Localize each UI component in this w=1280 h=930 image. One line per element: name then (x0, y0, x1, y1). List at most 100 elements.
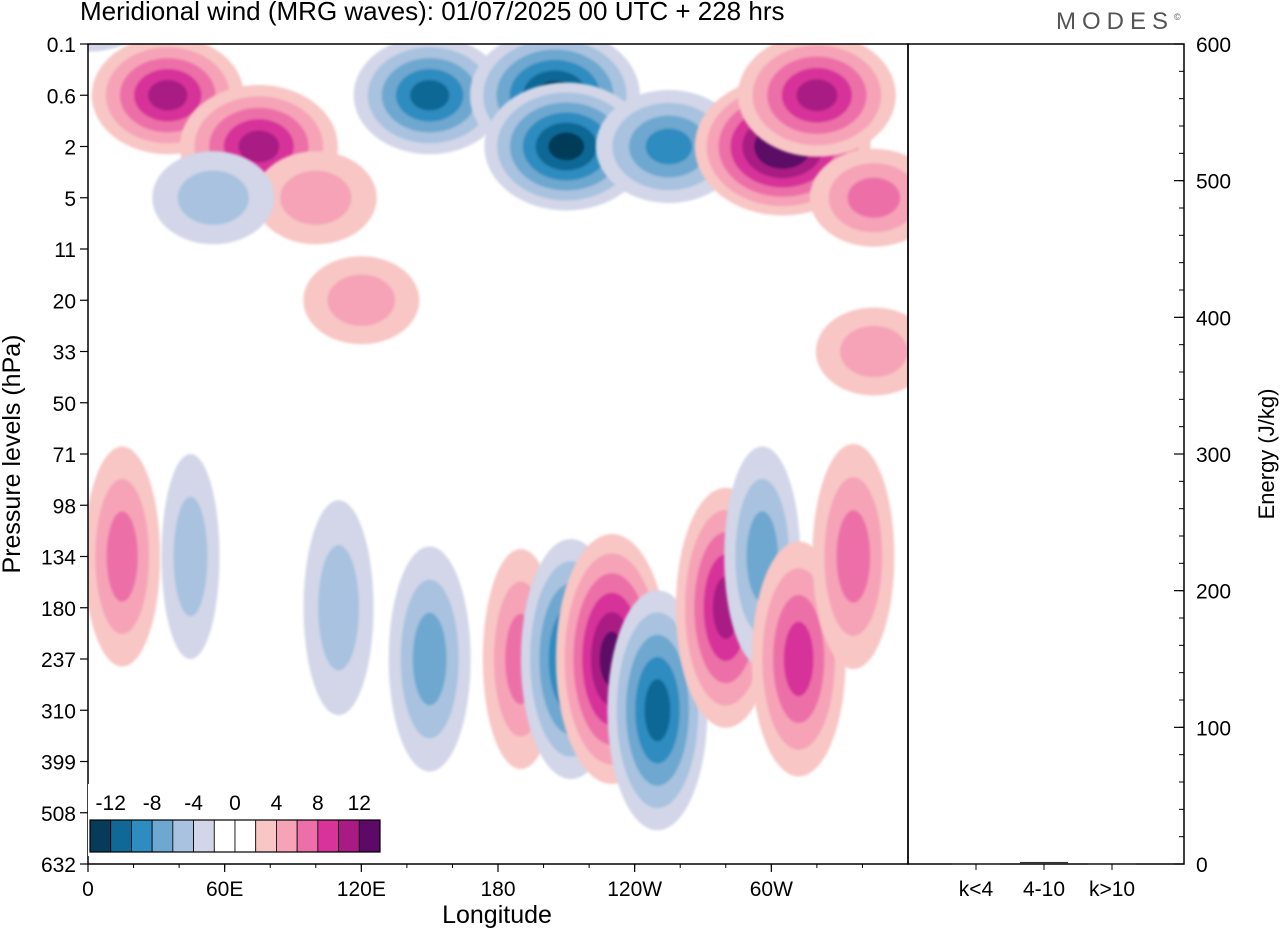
colorbar-tick-label: 4 (271, 792, 283, 815)
y-tick-label: 98 (53, 495, 76, 518)
contour-blob (40, 0, 136, 52)
contour-band (68, 0, 107, 8)
colorbar-tick-label: 0 (229, 792, 241, 815)
energy-bar (1020, 861, 1068, 864)
contour-blob (607, 590, 708, 831)
energy-y-tick-label: 300 (1196, 444, 1231, 467)
y-tick-label: 2 (64, 137, 76, 160)
contour-band (70, 0, 198, 42)
modes-logo: MODES© (1056, 8, 1181, 35)
colorbar-swatch (172, 819, 194, 853)
chart-title: Meridional wind (MRG waves): 01/07/2025 … (80, 0, 785, 26)
energy-y-tick-label: 0 (1196, 854, 1208, 877)
y-tick-label: 237 (41, 649, 76, 672)
colorbar-swatch (213, 819, 236, 853)
contour-band (148, 79, 188, 111)
y-tick-label: 399 (41, 752, 76, 775)
y-tick-label: 632 (41, 854, 76, 877)
contour-band (280, 170, 352, 225)
colorbar-swatch (131, 819, 153, 853)
y-tick-label: 50 (53, 393, 76, 416)
y-axis-label: Pressure levels (hPa) (0, 335, 26, 574)
contour-band (88, 44, 126, 52)
x-tick-label: 120W (607, 878, 662, 901)
contour-blob (88, 446, 161, 667)
contour-band (847, 177, 901, 218)
contour-blob (152, 151, 275, 245)
colorbar-swatch (89, 819, 112, 853)
contour-band (173, 496, 208, 617)
colorbar-swatch (193, 819, 215, 853)
y-tick-label: 0.6 (47, 85, 76, 108)
contour-band (88, 0, 178, 27)
colorbar-swatch (317, 819, 339, 853)
logo-text: MODES (1056, 8, 1175, 35)
contour-blob (161, 454, 220, 659)
energy-y-tick-label: 100 (1196, 717, 1231, 740)
energy-bar (952, 863, 1000, 865)
x-tick-label: 180 (480, 878, 515, 901)
colorbar-tick-label: 12 (348, 792, 371, 815)
y-tick-label: 134 (41, 547, 76, 570)
contour-band (106, 511, 138, 602)
contour-blob (303, 256, 420, 345)
contour-blob (724, 446, 801, 667)
y-tick-label: 0.1 (47, 34, 76, 57)
contour-blob (809, 148, 908, 247)
contour-band (796, 79, 838, 112)
contour-band (645, 128, 693, 165)
colorbar-swatch (255, 819, 277, 853)
contour-field (40, 0, 908, 831)
colorbar-tick-label: -12 (96, 792, 126, 815)
contour-blob (737, 44, 896, 157)
contour-band (40, 0, 136, 30)
contour-blob (812, 444, 895, 669)
y-tick-label: 310 (41, 700, 76, 723)
y-tick-label: 71 (53, 444, 76, 467)
energy-y-tick-label: 600 (1196, 34, 1231, 57)
colorbar-tick-label: -4 (184, 792, 203, 815)
y-tick-label: 20 (53, 290, 76, 313)
x-axis-label: Longitude (442, 901, 552, 929)
colorbar-swatch (234, 819, 257, 853)
colorbar-tick-label: -8 (143, 792, 162, 815)
contour-band (412, 612, 447, 706)
contour-blob (70, 0, 198, 42)
contour-blob (484, 82, 649, 211)
energy-category-label: k>10 (1089, 878, 1135, 901)
contour-band (238, 130, 280, 163)
y-tick-label: 11 (54, 239, 76, 262)
y-tick-label: 180 (41, 598, 76, 621)
contour-blob (815, 307, 908, 396)
colorbar-swatch (338, 819, 360, 853)
contour-blob (353, 44, 506, 155)
contour-blob (388, 546, 471, 772)
colorbar-swatch (296, 819, 319, 853)
x-tick-label: 60W (750, 878, 793, 901)
energy-category-label: k<4 (959, 878, 994, 901)
energy-panel-frame (907, 43, 1185, 865)
x-tick-label: 60E (206, 878, 243, 901)
colorbar-swatch (110, 819, 132, 853)
contour-band (548, 132, 585, 161)
colorbar-swatch (151, 819, 174, 853)
colorbar-tick-label: 8 (312, 792, 324, 815)
contour-blob (303, 500, 374, 716)
colorbar-swatch (276, 819, 298, 853)
energy-category-label: 4-10 (1023, 878, 1065, 901)
contour-band (54, 0, 122, 19)
contour-band (409, 79, 450, 111)
contour-band (836, 510, 871, 603)
x-tick-label: 120E (337, 878, 386, 901)
contour-band (783, 621, 814, 697)
contour-band (107, 0, 160, 13)
colorbar-frame (89, 819, 381, 853)
energy-y-tick-label: 500 (1196, 171, 1231, 194)
contour-band (177, 170, 249, 225)
colorbar: -12 -8 -4 0 4 8 12 (88, 784, 382, 856)
y-tick-label: 508 (41, 803, 76, 826)
energy-panel: 0 100 200 300 400 500 600 k<4 4-10 k>10 (952, 34, 1231, 901)
axes: 0.1 0.6 2 5 11 20 33 50 71 98 134 180 237 310 399 508 63… (41, 34, 863, 901)
